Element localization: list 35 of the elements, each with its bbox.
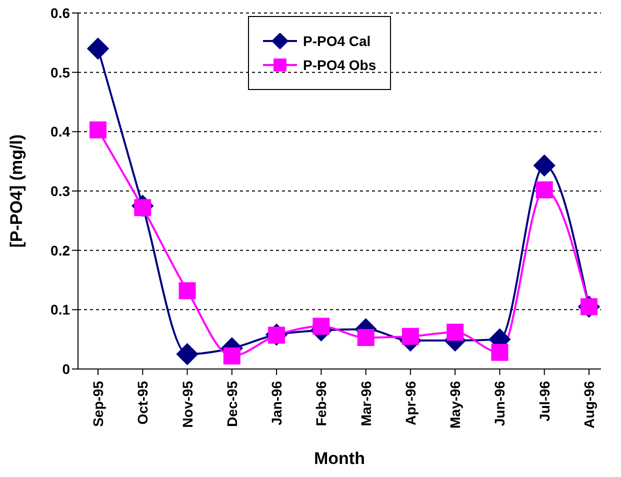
x-tick-label: Oct-95 [134, 380, 151, 425]
y-axis-title: [P-PO4] (mg/l) [7, 134, 26, 248]
point [536, 181, 553, 198]
x-tick-label: Dec-95 [224, 380, 240, 427]
y-tick-label: 0 [62, 360, 70, 377]
point [176, 343, 198, 366]
y-tick-label: 0.6 [50, 4, 70, 21]
point [446, 324, 464, 341]
point [402, 328, 419, 345]
x-tick-label: May-96 [447, 380, 464, 428]
y-tick-label: 0.3 [50, 182, 70, 199]
x-axis-title: Month [314, 449, 365, 468]
point [90, 121, 106, 138]
point [312, 318, 330, 335]
point [533, 154, 556, 176]
y-tick-label: 0.1 [50, 302, 70, 318]
legend-label: P-PO4 Obs [303, 57, 376, 73]
legend-label: P-PO4 Cal [303, 33, 371, 49]
y-tick-label: 0.5 [50, 64, 70, 80]
x-tick-label: Nov-95 [179, 380, 196, 428]
point [491, 344, 508, 361]
x-tick-label: Feb-96 [313, 380, 330, 426]
point [178, 282, 196, 300]
x-tick-label: Apr-96 [402, 380, 418, 426]
point [223, 347, 240, 364]
point [357, 329, 374, 346]
y-tick-label: 0.4 [50, 124, 70, 140]
x-tick-label: Jul-96 [536, 380, 552, 422]
x-tick-label: Sep-95 [90, 380, 106, 427]
x-tick-label: Aug-96 [581, 380, 597, 428]
point [87, 38, 109, 60]
x-tick-label: Mar-96 [358, 380, 374, 426]
x-tick-label: Jun-96 [492, 380, 508, 426]
x-tick-label: Jan-96 [268, 380, 285, 426]
y-tick-label: 0.2 [50, 242, 70, 258]
